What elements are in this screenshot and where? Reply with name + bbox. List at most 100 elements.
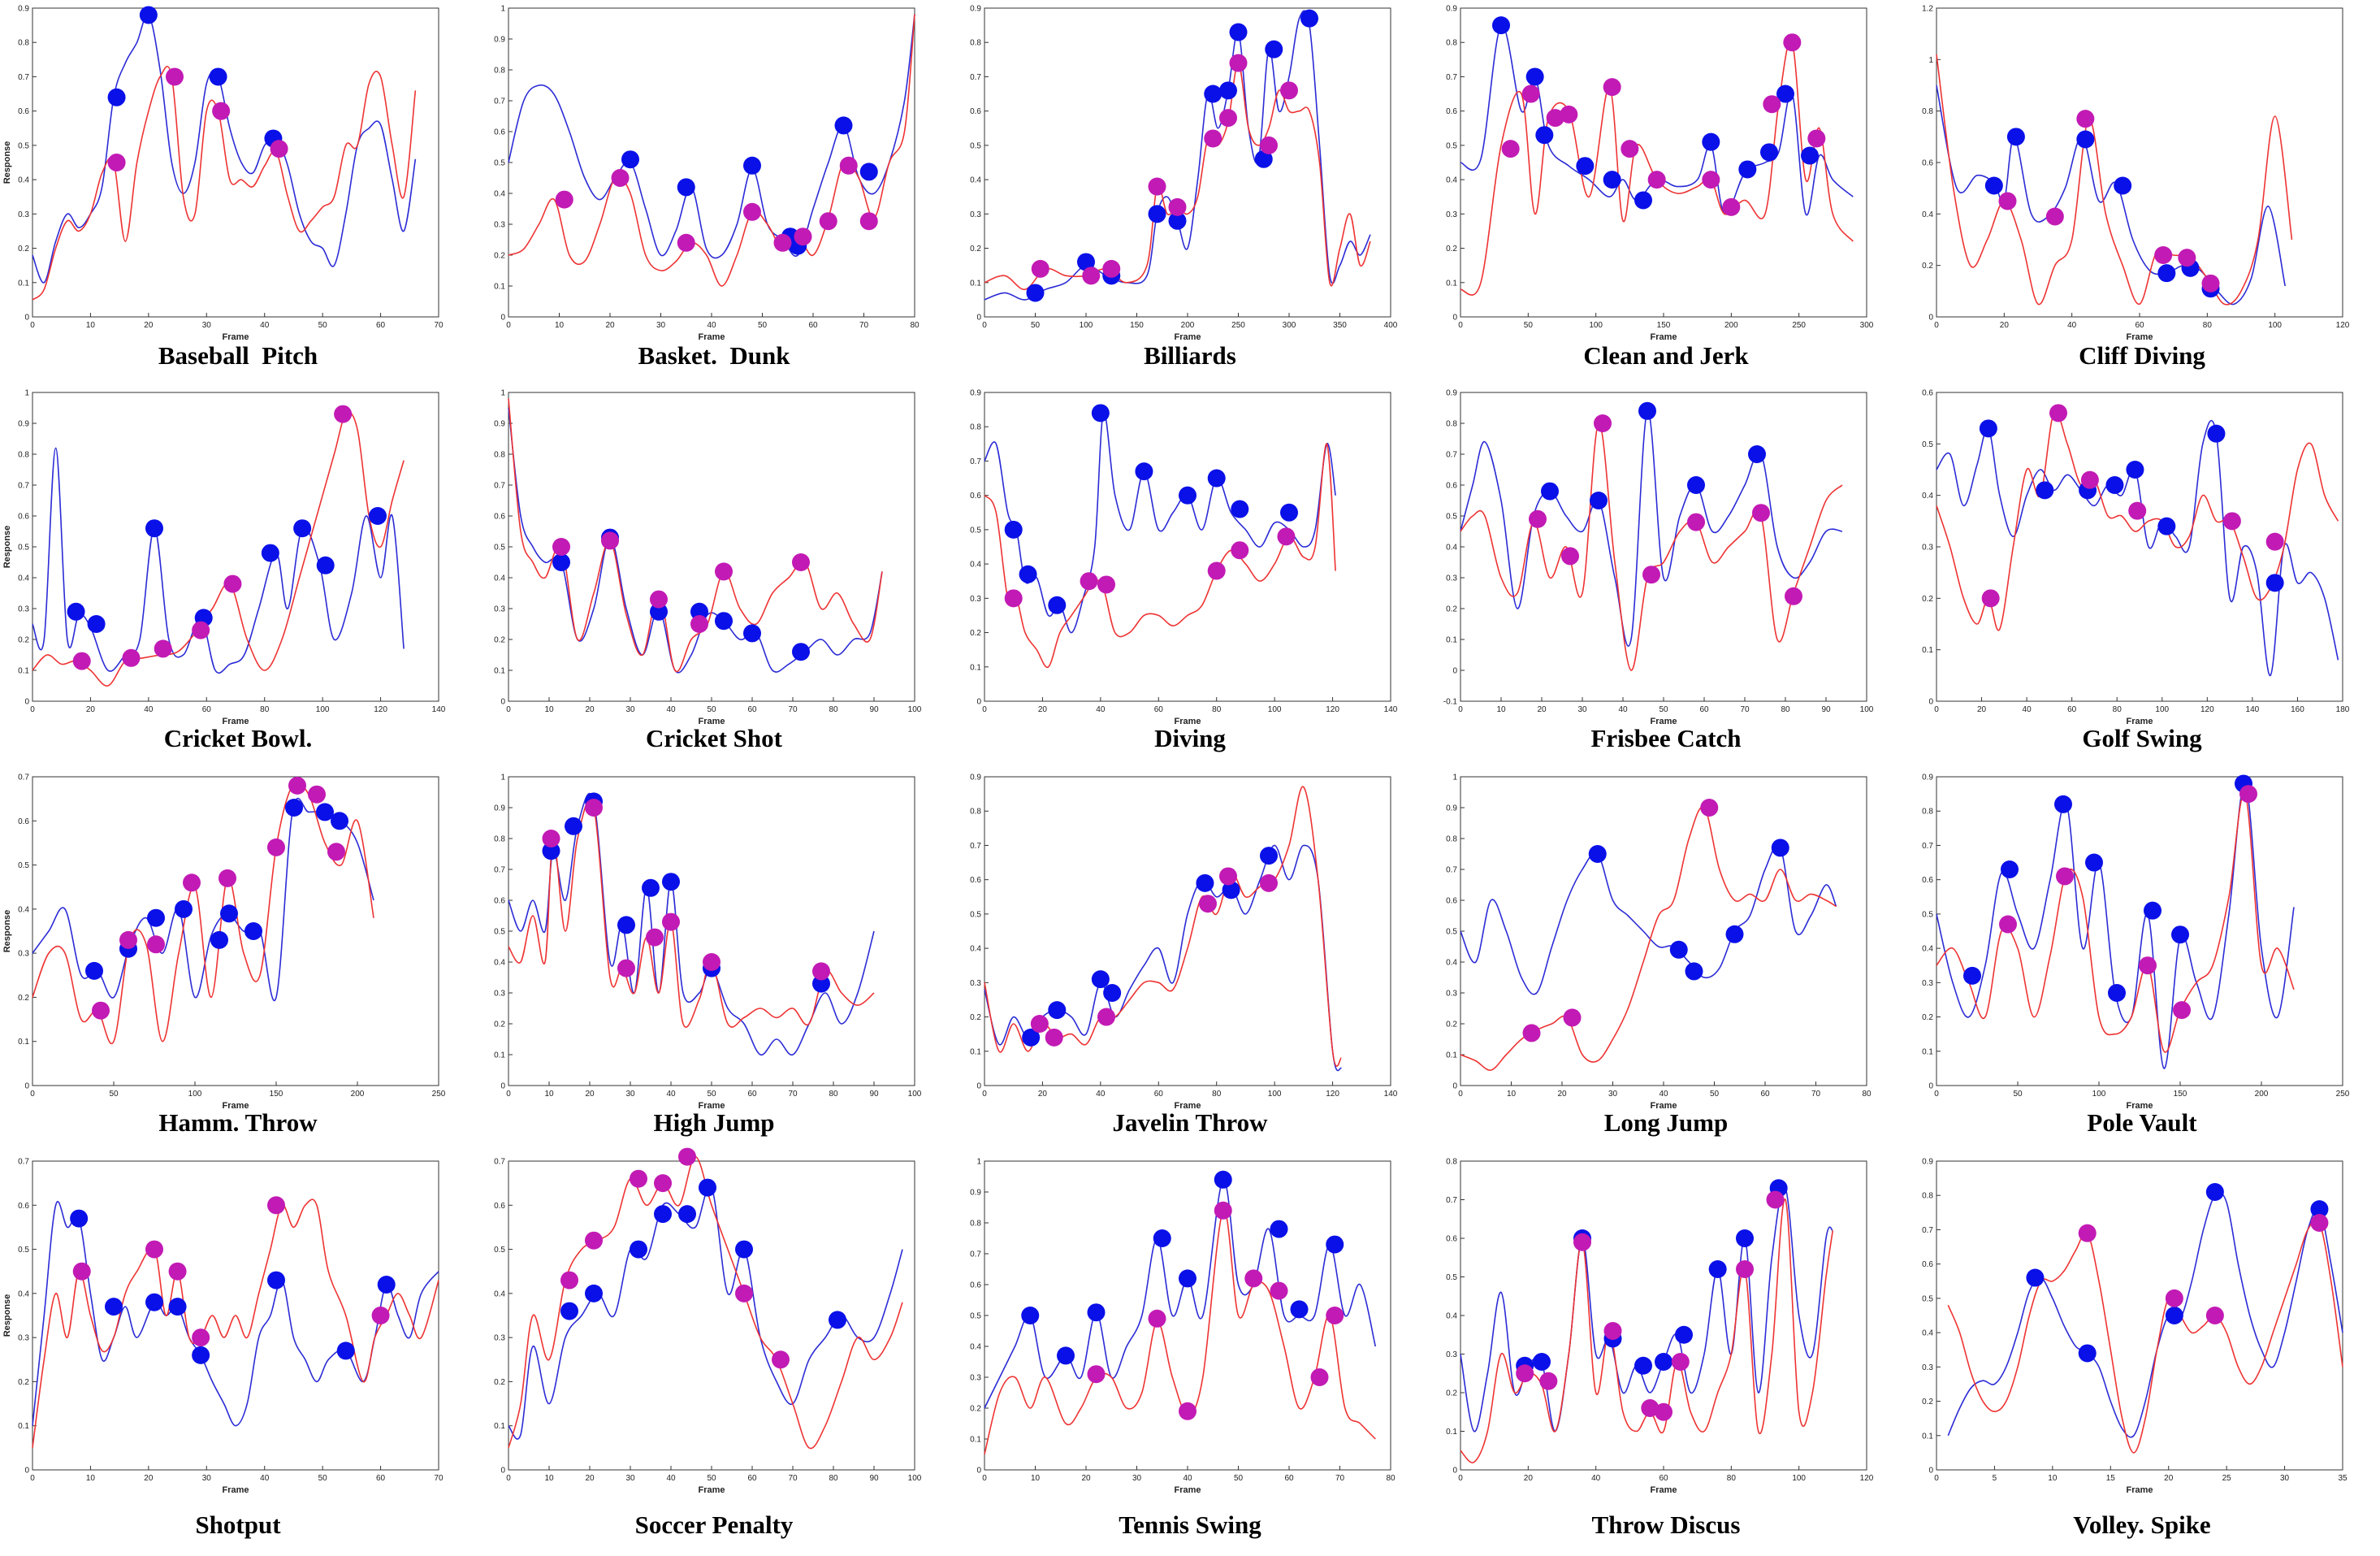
x-tick-label: 60 (1659, 1474, 1668, 1483)
magenta-keyframe-marker (1080, 572, 1098, 591)
y-tick-label: 0.5 (18, 861, 29, 870)
x-tick-label: 200 (351, 1090, 365, 1099)
x-tick-label: 160 (2291, 705, 2304, 714)
magenta-keyframe-marker (119, 930, 137, 949)
y-tick-label: 0.6 (18, 817, 29, 826)
blue-response-line (32, 14, 417, 284)
plot-frame (1460, 7, 1867, 318)
blue-keyframe-marker (2078, 1344, 2097, 1363)
y-tick-label: 0.5 (494, 544, 505, 553)
magenta-keyframe-marker (212, 102, 231, 120)
x-tick-label: 10 (1031, 1474, 1041, 1483)
y-tick-label: 0.3 (1922, 544, 1933, 553)
chart-panel: 0 20 40 60 80 100 120 0 0.1 0.2 0.3 0.4 0.5 0.6 0.7 0.8… (1428, 1153, 1904, 1540)
x-tick-label: 90 (869, 705, 879, 714)
x-tick-label: 50 (707, 1474, 716, 1483)
blue-keyframe-marker (699, 1178, 716, 1197)
blue-keyframe-marker (1021, 1307, 1040, 1324)
blue-keyframe-marker (1168, 211, 1187, 230)
x-tick-label: 60 (1154, 1090, 1164, 1099)
y-tick-label: 0 (500, 314, 505, 323)
x-tick-label: 140 (2246, 705, 2260, 714)
magenta-keyframe-marker (1999, 915, 2017, 934)
chart-panel: 0 10 20 30 40 50 60 70 0 0.1 0.2 0.3 0.4 0.5 0.6 0.7 Fra… (0, 1153, 476, 1540)
y-tick-label: 0.9 (1922, 1158, 1933, 1167)
x-tick-label: 0 (30, 321, 35, 330)
blue-keyframe-marker (244, 922, 262, 940)
magenta-keyframe-marker (2201, 274, 2220, 293)
blue-keyframe-marker (1077, 253, 1095, 271)
y-tick-label: 0.8 (1446, 835, 1457, 844)
magenta-keyframe-marker (1168, 197, 1187, 216)
y-tick-label: 0.3 (1446, 990, 1457, 999)
y-tick-label: 0.5 (1446, 141, 1457, 150)
x-tick-label: 60 (808, 321, 818, 330)
magenta-keyframe-marker (1603, 78, 1621, 97)
x-tick-label: 0 (982, 321, 987, 330)
x-tick-label: 40 (1183, 1474, 1192, 1483)
blue-keyframe-marker (145, 519, 163, 538)
y-tick-label: 0.1 (1922, 1047, 1933, 1056)
y-tick-label: 0 (1928, 314, 1933, 323)
x-tick-label: 150 (2174, 1090, 2187, 1099)
plot-frame (984, 7, 1391, 318)
x-axis-label: Frame (698, 332, 725, 342)
x-tick-label: 100 (908, 705, 922, 714)
y-tick-label: 0.7 (1446, 866, 1457, 875)
chart-panel: 0 50 100 150 200 250 0 0.1 0.2 0.3 0.4 0.5 0.6 0.7 Fra… (0, 769, 476, 1151)
y-tick-label: 0.1 (1446, 279, 1457, 288)
x-axis-label: Frame (222, 1485, 249, 1495)
x-tick-label: 40 (1659, 1090, 1668, 1099)
magenta-keyframe-marker (1219, 109, 1237, 128)
x-tick-label: 0 (1458, 321, 1463, 330)
magenta-keyframe-marker (1671, 1353, 1690, 1371)
blue-keyframe-marker (2054, 795, 2072, 813)
x-tick-label: 20 (1977, 705, 1987, 714)
x-tick-label: 10 (544, 1090, 554, 1099)
blue-keyframe-marker (829, 1311, 846, 1329)
x-tick-label: 70 (788, 1474, 798, 1483)
chart-svg: 0 20 40 60 80 100 120 0 0.2 0.4 0.6 0.8 1 1.2 Frame (1922, 5, 2350, 343)
magenta-keyframe-marker (2265, 532, 2284, 551)
magenta-keyframe-marker (288, 776, 306, 795)
chart-panel: 0 20 40 60 80 100 120 140 0 0.1 0.2 0.3 0.4 0.5 0.6 0.7… (952, 769, 1428, 1151)
blue-keyframe-marker (1219, 81, 1237, 100)
y-tick-label: 0.3 (970, 979, 981, 988)
x-tick-label: 0 (1934, 321, 1939, 330)
chart-title: Hamm. Throw (158, 1108, 318, 1137)
x-axis-label: Frame (698, 717, 725, 726)
blue-keyframe-marker (1326, 1235, 1344, 1254)
blue-keyframe-marker (1265, 40, 1283, 59)
y-tick-label: 0 (24, 314, 29, 323)
magenta-keyframe-marker (1214, 1201, 1232, 1220)
blue-keyframe-marker (1687, 476, 1705, 494)
blue-keyframe-marker (1179, 1269, 1196, 1288)
x-axis-label: Frame (222, 1101, 249, 1111)
y-tick-label: 0.7 (1922, 1226, 1933, 1235)
y-tick-label: 0.7 (18, 73, 29, 82)
blue-keyframe-marker (1019, 565, 1037, 583)
magenta-keyframe-marker (107, 154, 126, 171)
blue-keyframe-marker (560, 1302, 578, 1320)
magenta-keyframe-marker (1687, 513, 1705, 531)
y-tick-label: 0.3 (1446, 1350, 1457, 1359)
chart-title: Cliff Diving (2079, 341, 2205, 370)
y-tick-label: 0.2 (494, 252, 505, 261)
y-axis-label: Response (2, 1294, 12, 1337)
y-tick-label: 0.2 (1922, 595, 1933, 604)
chart-panel: 0 20 40 60 80 100 120 0 0.2 0.4 0.6 0.8 1 1.2 Frame Cli… (1904, 0, 2380, 382)
magenta-keyframe-marker (1641, 1399, 1660, 1417)
y-tick-label: 0 (1928, 1082, 1933, 1091)
magenta-keyframe-marker (1148, 177, 1166, 196)
x-tick-label: 0 (1458, 1474, 1463, 1483)
plot-frame (1936, 1160, 2343, 1471)
x-tick-label: 70 (1740, 705, 1750, 714)
y-tick-label: 0.8 (1446, 39, 1457, 48)
magenta-keyframe-marker (219, 869, 236, 887)
y-tick-label: 0.4 (970, 561, 981, 570)
red-response-line (1936, 54, 2293, 306)
y-tick-label: 0.8 (1922, 808, 1933, 817)
chart-panel: 0 10 20 30 40 50 60 70 0 0.1 0.2 0.3 0.4 0.5 0.6 0.7 0.8… (0, 0, 476, 382)
x-tick-label: 20 (1081, 1474, 1091, 1483)
chart-title: High Jump (653, 1108, 775, 1137)
